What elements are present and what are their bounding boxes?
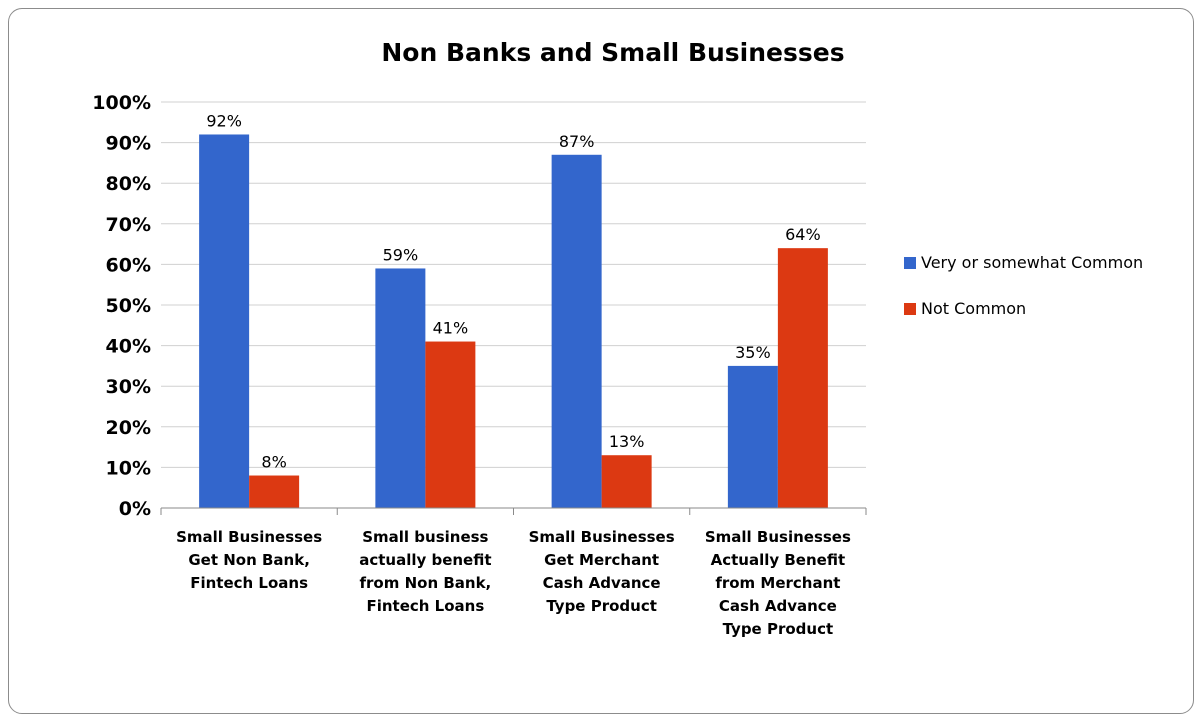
y-tick-label: 80% [106, 173, 151, 195]
data-label: 8% [261, 453, 286, 472]
data-label: 13% [609, 432, 645, 451]
data-labels: 92% 8% 59% 41% 87% 13% 35% 64% [206, 111, 820, 471]
legend: Very or somewhat Common Not Common [904, 253, 1143, 318]
y-tick-label: 100% [92, 92, 151, 114]
bar-common [551, 154, 602, 508]
x-axis-category-labels: Small Businesses Get Non Bank, Fintech Loa… [176, 528, 851, 638]
chart-title: Non Banks and Small Businesses [381, 38, 844, 67]
bar-not-common [601, 455, 652, 508]
data-label: 59% [383, 245, 419, 264]
y-tick-label: 0% [119, 498, 151, 520]
legend-entry: Not Common [921, 299, 1026, 318]
bar-not-common [425, 341, 476, 508]
bar-common [375, 268, 426, 508]
bar-not-common [249, 475, 300, 508]
bars [199, 134, 828, 508]
data-label: 41% [433, 319, 469, 338]
x-category-label: Small Businesses Get Non Bank, Fintech Loa… [176, 528, 322, 592]
y-tick-label: 10% [106, 457, 151, 479]
chart-frame: Non Banks and Small Businesses 0% 10% 20% 3… [8, 8, 1194, 714]
x-category-label: Small Businesses Actually Benefit from Mer… [705, 528, 851, 638]
legend-entry: Very or somewhat Common [921, 253, 1143, 272]
legend-swatch [904, 257, 916, 269]
legend-swatch [904, 303, 916, 315]
x-category-label: Small business actually benefit from Non B… [359, 528, 491, 615]
data-label: 87% [559, 132, 595, 151]
y-tick-label: 20% [106, 417, 151, 439]
x-axis [160, 507, 867, 515]
y-tick-label: 40% [106, 336, 151, 358]
y-tick-label: 90% [106, 133, 151, 155]
y-tick-label: 50% [106, 295, 151, 317]
gridlines [161, 101, 866, 468]
y-tick-label: 70% [106, 214, 151, 236]
y-axis-tick-labels: 0% 10% 20% 30% 40% 50% 60% 70% 80% 90% 100% [92, 92, 151, 520]
y-tick-label: 60% [106, 254, 151, 276]
bar-common [199, 134, 250, 508]
x-category-label: Small Businesses Get Merchant Cash Advance… [529, 528, 675, 615]
data-label: 64% [785, 225, 821, 244]
bar-common [727, 365, 778, 508]
bar-chart: Non Banks and Small Businesses 0% 10% 20% 3… [92, 38, 1143, 638]
data-label: 92% [206, 111, 242, 130]
data-label: 35% [735, 343, 771, 362]
y-tick-label: 30% [106, 376, 151, 398]
bar-not-common [777, 248, 828, 508]
